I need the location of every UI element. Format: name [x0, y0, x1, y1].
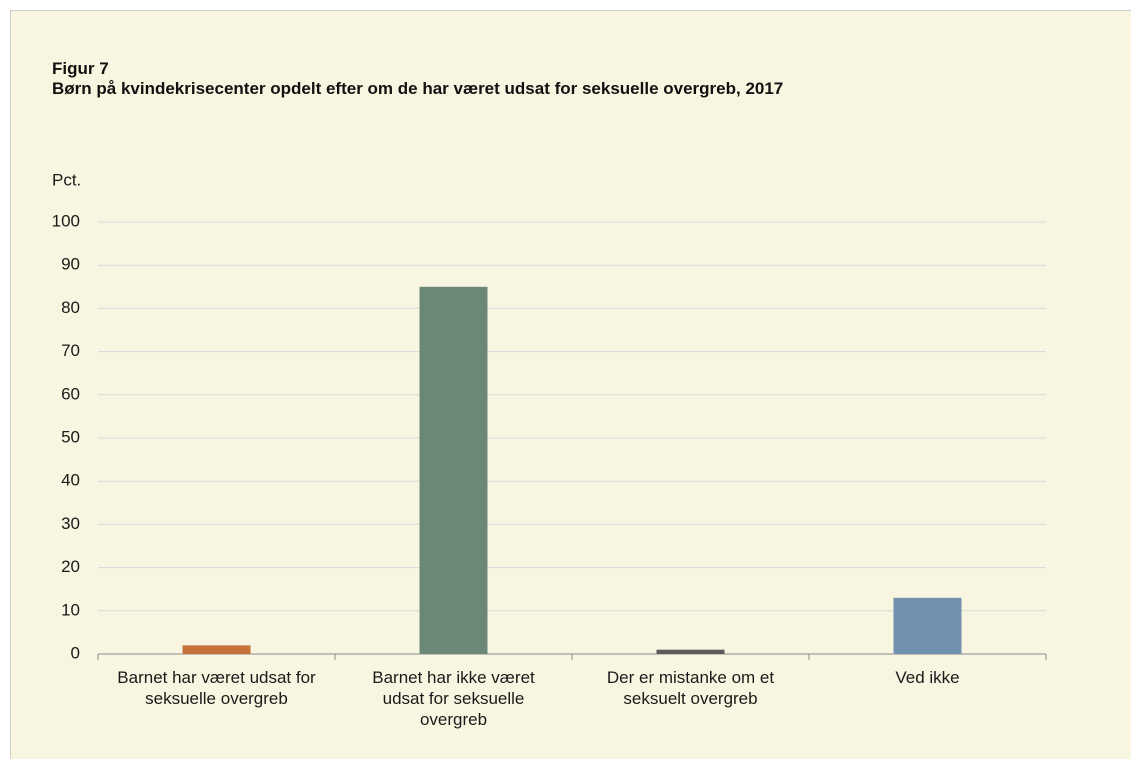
- x-tick-label: Ved ikke: [895, 668, 960, 687]
- chart-title: Børn på kvindekrisecenter opdelt efter o…: [52, 79, 784, 98]
- y-tick-label: 100: [52, 211, 80, 230]
- x-tick-label: Barnet har ikke været udsat for seksuell…: [372, 668, 535, 729]
- y-tick-label: 70: [61, 341, 80, 360]
- bar: [656, 649, 725, 654]
- bar: [182, 645, 251, 654]
- bar: [419, 286, 488, 654]
- y-tick-label: 0: [71, 643, 80, 662]
- y-tick-label: 90: [61, 255, 80, 274]
- y-tick-label: 20: [61, 557, 80, 576]
- y-tick-label: 50: [61, 427, 80, 446]
- y-tick-label: 60: [61, 384, 80, 403]
- x-tick-label: Der er mistanke om et seksuelt overgreb: [606, 668, 775, 708]
- y-tick-label: 30: [61, 514, 80, 533]
- y-axis-label: Pct.: [52, 170, 81, 189]
- y-tick-label: 10: [61, 600, 80, 619]
- figure-label: Figur 7: [52, 59, 109, 78]
- x-tick-label: Barnet har været udsat for seksuelle ove…: [117, 668, 316, 708]
- y-tick-label: 40: [61, 471, 80, 490]
- bar: [893, 597, 962, 654]
- y-tick-label: 80: [61, 298, 80, 317]
